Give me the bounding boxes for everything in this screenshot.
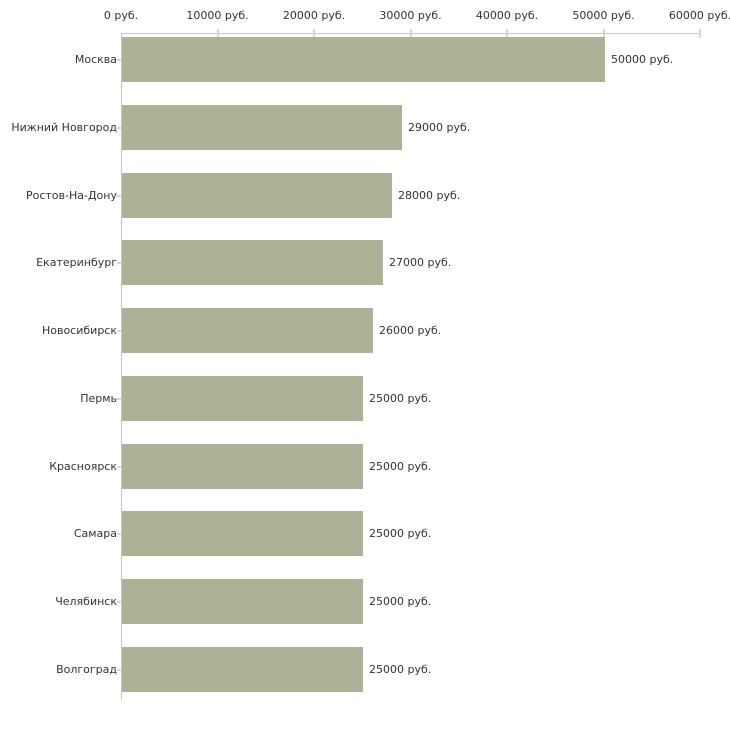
bar xyxy=(122,308,373,353)
category-label: Красноярск xyxy=(49,460,117,473)
bar-row: Пермь 25000 руб. xyxy=(0,376,730,421)
x-tick-label: 40000 руб. xyxy=(475,9,539,22)
x-tick-mark xyxy=(602,29,605,38)
x-tick-mark xyxy=(699,29,701,38)
bar xyxy=(122,173,392,218)
y-tick-mark xyxy=(117,59,121,61)
category-label: Самара xyxy=(73,527,117,540)
x-tick-label: 20000 руб. xyxy=(282,9,346,22)
y-tick-mark xyxy=(117,669,121,671)
value-label: 25000 руб. xyxy=(369,460,432,473)
bar xyxy=(122,647,363,692)
x-tick-mark xyxy=(409,29,412,38)
bar-row: Ростов-На-Дону 28000 руб. xyxy=(0,173,730,218)
x-tick-mark xyxy=(216,29,219,38)
category-label: Екатеринбург xyxy=(36,256,117,269)
bar-row: Красноярск 25000 руб. xyxy=(0,444,730,489)
category-label: Новосибирск xyxy=(41,324,117,337)
value-label: 25000 руб. xyxy=(369,663,432,676)
bar xyxy=(122,511,363,556)
y-tick-mark xyxy=(117,127,121,129)
x-tick-mark xyxy=(313,29,315,38)
x-tick-label: 0 руб. xyxy=(103,9,139,22)
value-label: 28000 руб. xyxy=(398,189,461,202)
bar xyxy=(122,444,363,489)
y-tick-mark xyxy=(117,533,121,535)
bar-row: Нижний Новгород 29000 руб. xyxy=(0,105,730,150)
x-tick-label: 30000 руб. xyxy=(379,9,442,22)
bar-row: Волгоград 25000 руб. xyxy=(0,647,730,692)
value-label: 25000 руб. xyxy=(369,392,432,405)
y-tick-mark xyxy=(117,601,121,603)
x-tick-mark xyxy=(506,29,508,38)
bar xyxy=(122,579,363,624)
bar-row: Самара 25000 руб. xyxy=(0,511,730,556)
bar-row: Москва 50000 руб. xyxy=(0,37,730,82)
y-tick-mark xyxy=(117,262,121,264)
y-tick-mark xyxy=(117,466,121,468)
value-label: 29000 руб. xyxy=(408,121,471,134)
x-tick-label: 60000 руб. xyxy=(668,9,730,22)
y-axis-line xyxy=(121,33,122,700)
category-label: Нижний Новгород xyxy=(11,121,117,134)
bar xyxy=(122,105,402,150)
y-tick-mark xyxy=(117,330,121,332)
value-label: 50000 руб. xyxy=(611,53,674,66)
bar-row: Новосибирск 26000 руб. xyxy=(0,308,730,353)
value-label: 25000 руб. xyxy=(369,527,432,540)
bar-row: Челябинск 25000 руб. xyxy=(0,579,730,624)
category-label: Челябинск xyxy=(55,595,117,608)
value-label: 26000 руб. xyxy=(379,324,442,337)
bar xyxy=(122,37,605,82)
bar-row: Екатеринбург 27000 руб. xyxy=(0,240,730,285)
y-tick-mark xyxy=(117,195,121,197)
bar xyxy=(122,240,383,285)
value-label: 25000 руб. xyxy=(369,595,432,608)
category-label: Волгоград xyxy=(56,663,117,676)
category-label: Москва xyxy=(74,53,117,66)
value-label: 27000 руб. xyxy=(389,256,452,269)
category-label: Ростов-На-Дону xyxy=(25,189,117,202)
x-tick-label: 50000 руб. xyxy=(572,9,635,22)
bar xyxy=(122,376,363,421)
category-label: Пермь xyxy=(80,392,117,405)
x-tick-label: 10000 руб. xyxy=(186,9,249,22)
y-tick-mark xyxy=(117,398,121,400)
